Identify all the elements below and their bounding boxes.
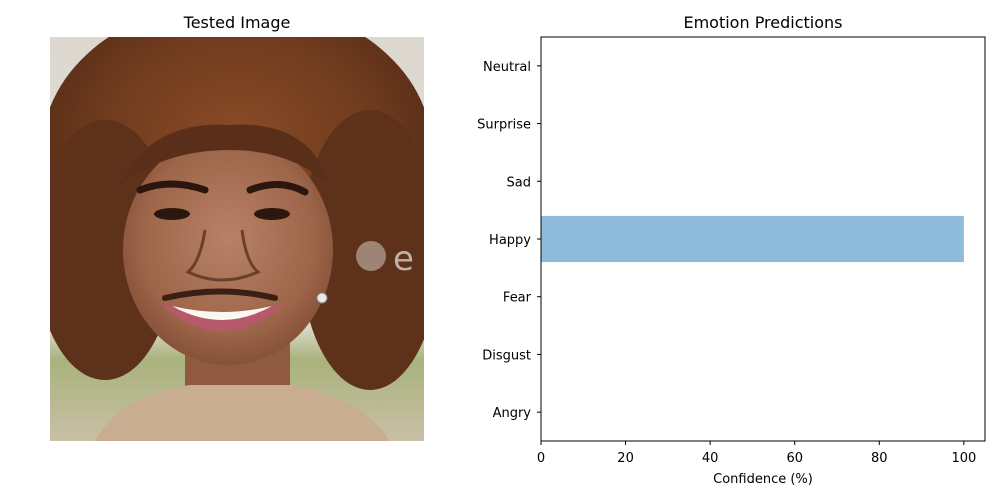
x-tick-label: 20 — [617, 451, 634, 466]
x-tick-label: 40 — [702, 451, 719, 466]
photo-left-eye — [154, 208, 190, 220]
x-tick-label: 60 — [786, 451, 803, 466]
photo-teeth — [172, 306, 272, 320]
tested-photo: e — [50, 37, 424, 441]
x-tick-label: 80 — [871, 451, 888, 466]
plot-area: AngryDisgustFearHappySadSurpriseNeutral … — [477, 36, 986, 466]
chart-title: Emotion Predictions — [683, 13, 842, 32]
y-tick-label-angry: Angry — [493, 406, 532, 421]
y-tick-label-fear: Fear — [503, 291, 532, 306]
bars-group — [541, 215, 964, 263]
photo-mustache — [162, 288, 278, 301]
image-panel-title: Tested Image — [183, 13, 291, 32]
photo-right-eyebrow — [246, 181, 309, 196]
x-axis-label: Confidence (%) — [713, 472, 813, 487]
y-tick-label-disgust: Disgust — [482, 348, 531, 363]
y-tick-label-sad: Sad — [507, 175, 531, 190]
y-axis: Angry Disgust Fear Happy Sad Surprise Neutral — [477, 60, 541, 421]
y-tick-label-surprise: Surprise — [477, 118, 531, 133]
watermark-icon — [356, 241, 386, 271]
x-tick-label: 0 — [537, 451, 545, 466]
photo-watermark: e — [393, 239, 414, 279]
photo-left-eyebrow — [136, 180, 209, 194]
photo-nose — [185, 229, 261, 282]
photo-shirt — [95, 385, 390, 441]
photo-hairline — [120, 124, 330, 185]
bar-happy — [541, 215, 964, 263]
photo-right-eye — [254, 208, 290, 220]
x-tick-label: 100 — [951, 451, 976, 466]
y-tick-label-happy: Happy — [489, 233, 531, 248]
x-axis: 0 20 40 60 80 100 — [537, 441, 976, 466]
y-tick-label-neutral: Neutral — [483, 60, 531, 75]
photo-earring — [316, 292, 328, 304]
